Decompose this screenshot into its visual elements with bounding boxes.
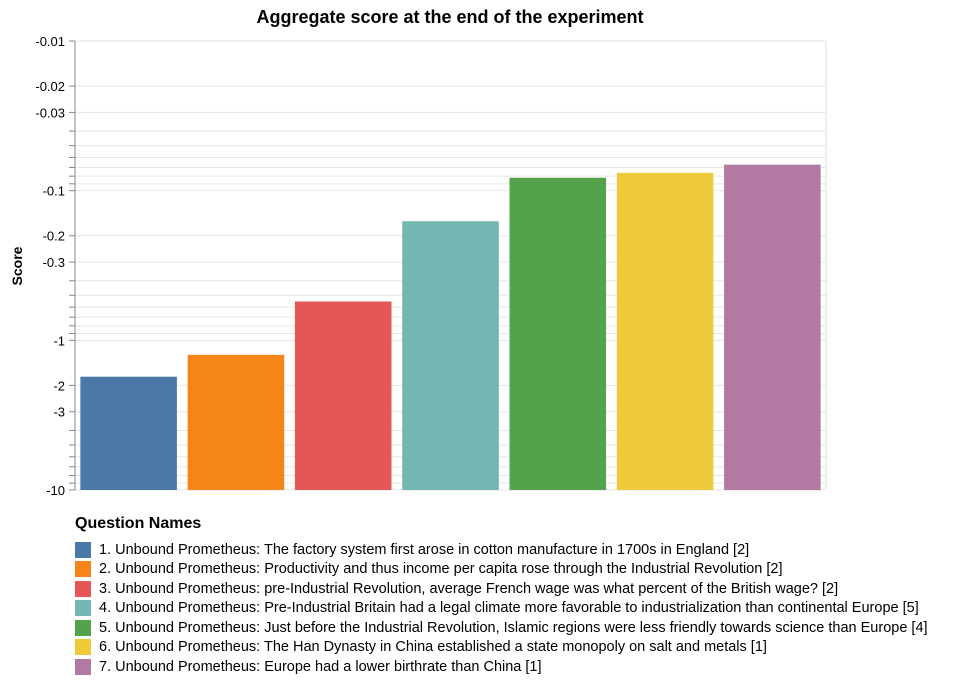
legend-label: 5. Unbound Prometheus: Just before the I… xyxy=(99,619,928,636)
legend-item: 6. Unbound Prometheus: The Han Dynasty i… xyxy=(75,638,960,658)
legend-label: 2. Unbound Prometheus: Productivity and … xyxy=(99,561,783,578)
legend-item: 1. Unbound Prometheus: The factory syste… xyxy=(75,540,960,560)
legend-swatch xyxy=(75,580,91,597)
legend-item: 2. Unbound Prometheus: Productivity and … xyxy=(75,560,960,580)
legend-swatch xyxy=(75,541,91,558)
legend-swatch xyxy=(75,639,91,656)
legend-label: 1. Unbound Prometheus: The factory syste… xyxy=(99,541,750,558)
y-tick-label: -0.2 xyxy=(43,229,65,244)
legend-label: 6. Unbound Prometheus: The Han Dynasty i… xyxy=(99,639,767,656)
legend-swatch xyxy=(75,658,91,675)
bar-chart: Aggregate score at the end of the experi… xyxy=(9,7,827,498)
legend-label: 3. Unbound Prometheus: pre-Industrial Re… xyxy=(99,580,839,597)
y-tick-label: -0.1 xyxy=(43,184,65,199)
y-tick-label: -0.3 xyxy=(43,255,65,270)
legend-swatch xyxy=(75,600,91,617)
chart-title: Aggregate score at the end of the experi… xyxy=(256,7,643,27)
bar-5 xyxy=(509,177,607,491)
legend-items: 1. Unbound Prometheus: The factory syste… xyxy=(75,540,960,677)
legend-item: 3. Unbound Prometheus: pre-Industrial Re… xyxy=(75,579,960,599)
legend-label: 4. Unbound Prometheus: Pre-Industrial Br… xyxy=(99,600,919,617)
bar-6 xyxy=(616,172,714,490)
legend-swatch xyxy=(75,619,91,636)
legend: Question Names 1. Unbound Prometheus: Th… xyxy=(75,515,960,677)
bar-7 xyxy=(724,164,821,490)
bar-1 xyxy=(80,376,177,490)
bars xyxy=(80,164,821,491)
bar-2 xyxy=(187,354,285,490)
legend-item: 4. Unbound Prometheus: Pre-Industrial Br… xyxy=(75,599,960,619)
bar-3 xyxy=(294,301,392,490)
legend-title: Question Names xyxy=(75,515,202,532)
y-tick-label: -3 xyxy=(53,405,65,420)
y-tick-label: -0.02 xyxy=(35,79,65,94)
bar-4 xyxy=(402,221,499,491)
y-tick-label: -1 xyxy=(53,333,65,348)
y-tick-label: -0.01 xyxy=(35,34,65,49)
y-axis-label: Score xyxy=(9,246,25,285)
y-tick-label: -0.03 xyxy=(35,105,65,120)
y-axis: -0.01 -0.02 -0.03 -0.1 -0.2 -0.3 -1 -2 -3 -10 xyxy=(35,34,76,498)
y-tick-label: -10 xyxy=(46,483,65,498)
legend-swatch xyxy=(75,561,91,578)
legend-item: 7. Unbound Prometheus: Europe had a lowe… xyxy=(75,657,960,677)
legend-item: 5. Unbound Prometheus: Just before the I… xyxy=(75,618,960,638)
legend-label: 7. Unbound Prometheus: Europe had a lowe… xyxy=(99,658,542,675)
y-tick-label: -2 xyxy=(53,378,65,393)
